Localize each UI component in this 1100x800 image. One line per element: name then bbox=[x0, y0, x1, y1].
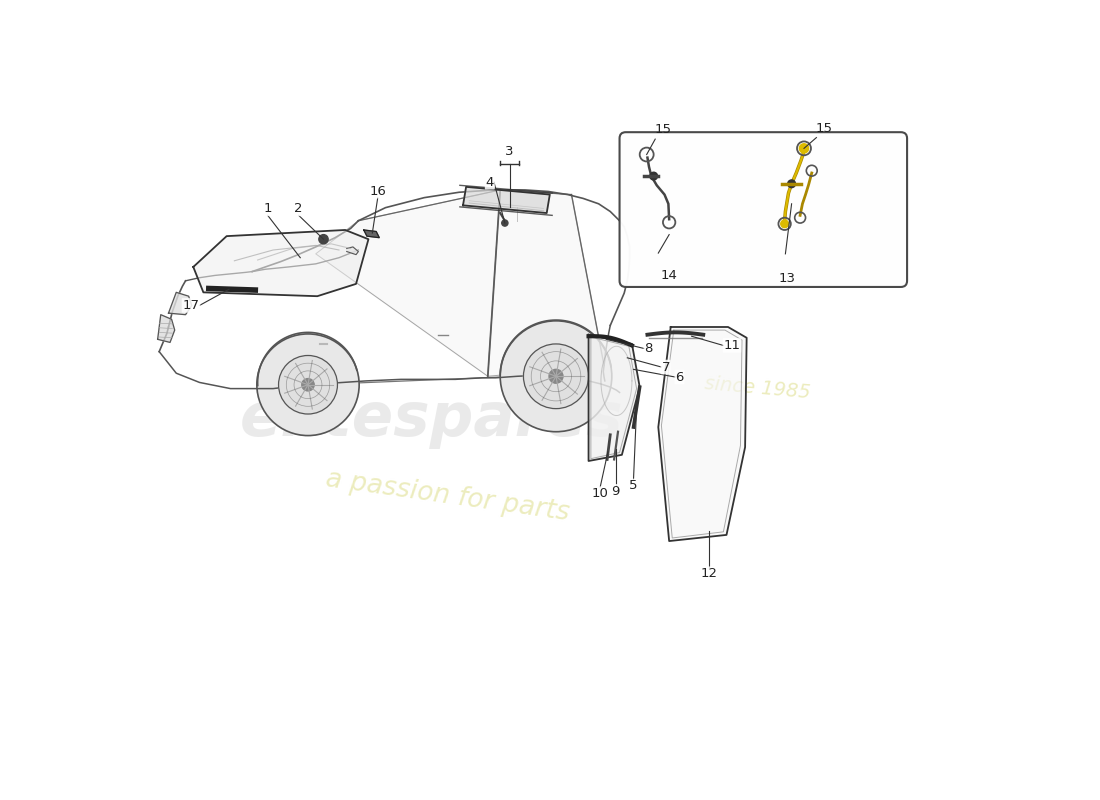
Polygon shape bbox=[463, 187, 550, 213]
Text: 3: 3 bbox=[505, 145, 514, 158]
Text: 6: 6 bbox=[675, 370, 684, 383]
Text: 8: 8 bbox=[645, 342, 652, 355]
Circle shape bbox=[319, 234, 328, 244]
Text: a passion for parts: a passion for parts bbox=[323, 466, 571, 526]
Circle shape bbox=[502, 220, 508, 226]
Text: 14: 14 bbox=[661, 270, 678, 282]
Polygon shape bbox=[194, 230, 368, 296]
Circle shape bbox=[549, 370, 563, 383]
Circle shape bbox=[800, 144, 808, 153]
Polygon shape bbox=[588, 334, 640, 461]
Polygon shape bbox=[157, 314, 175, 342]
Text: 1: 1 bbox=[264, 202, 272, 215]
Text: 9: 9 bbox=[612, 485, 620, 498]
Circle shape bbox=[788, 180, 795, 188]
Polygon shape bbox=[316, 190, 500, 376]
Polygon shape bbox=[487, 190, 604, 376]
Polygon shape bbox=[346, 247, 359, 254]
Polygon shape bbox=[658, 327, 747, 541]
Polygon shape bbox=[364, 230, 380, 238]
Circle shape bbox=[301, 378, 315, 391]
Text: 15: 15 bbox=[654, 123, 671, 136]
Text: 7: 7 bbox=[661, 361, 670, 374]
FancyBboxPatch shape bbox=[619, 132, 908, 287]
Circle shape bbox=[500, 321, 612, 432]
Text: 15: 15 bbox=[815, 122, 833, 135]
Circle shape bbox=[257, 334, 359, 435]
Text: since 1985: since 1985 bbox=[704, 374, 812, 402]
Text: 12: 12 bbox=[701, 567, 718, 580]
Text: 13: 13 bbox=[779, 271, 795, 285]
Circle shape bbox=[781, 220, 789, 228]
Text: elitespares: elitespares bbox=[240, 390, 624, 449]
Text: 5: 5 bbox=[629, 479, 638, 493]
Text: 17: 17 bbox=[183, 299, 199, 312]
Text: 11: 11 bbox=[724, 339, 740, 352]
Text: 16: 16 bbox=[370, 185, 386, 198]
Polygon shape bbox=[168, 292, 191, 314]
Text: 2: 2 bbox=[295, 202, 302, 215]
Text: 4: 4 bbox=[485, 176, 494, 189]
Circle shape bbox=[650, 172, 658, 180]
Circle shape bbox=[524, 344, 589, 409]
Text: 10: 10 bbox=[592, 487, 608, 500]
Circle shape bbox=[278, 355, 338, 414]
